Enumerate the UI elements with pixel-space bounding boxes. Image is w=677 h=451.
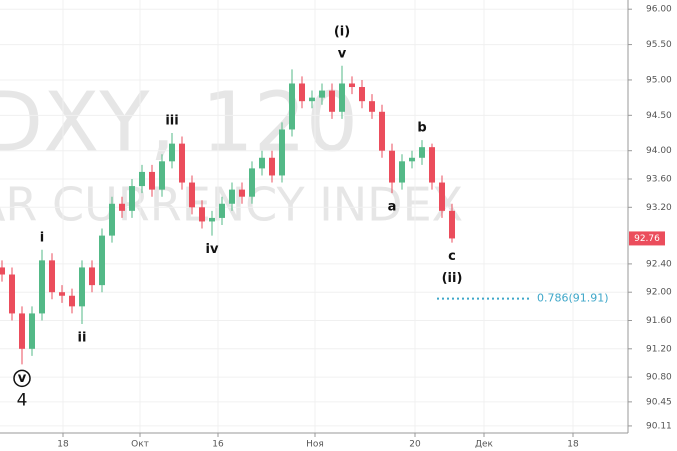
candle-body bbox=[39, 260, 45, 314]
candle-body bbox=[269, 157, 275, 176]
candle-body bbox=[309, 97, 315, 102]
candle-body bbox=[389, 150, 395, 183]
candle-body bbox=[379, 111, 385, 151]
y-tick-label: 95.00 bbox=[646, 75, 672, 85]
y-tick-label: 91.20 bbox=[646, 344, 672, 354]
candle-body bbox=[209, 217, 215, 222]
x-tick-label: 20 bbox=[409, 440, 421, 450]
candle-body bbox=[259, 157, 265, 169]
y-tick-label: 93.20 bbox=[646, 203, 672, 213]
candle-body bbox=[79, 267, 85, 307]
x-tick-label: 18 bbox=[567, 440, 579, 450]
wave-label: (i) bbox=[334, 24, 350, 39]
candle-body bbox=[159, 161, 165, 190]
wave-label: v bbox=[18, 371, 27, 386]
candle-body bbox=[449, 210, 455, 239]
candle-body bbox=[169, 143, 175, 162]
candle-body bbox=[419, 147, 425, 158]
wave-label: v bbox=[338, 46, 347, 61]
candle-body bbox=[89, 267, 95, 286]
y-tick-label: 91.60 bbox=[646, 316, 672, 326]
y-tick-label: 95.50 bbox=[646, 40, 672, 50]
x-tick-label: Ноя bbox=[306, 440, 324, 450]
y-tick-label: 90.11 bbox=[646, 421, 672, 431]
candle-body bbox=[239, 189, 245, 197]
wave-circle bbox=[13, 369, 31, 388]
candle-body bbox=[279, 129, 285, 176]
candle-body bbox=[29, 313, 35, 349]
y-tick-label: 94.00 bbox=[646, 146, 672, 156]
x-tick-label: Окт bbox=[131, 440, 149, 450]
candle-body bbox=[199, 207, 205, 222]
candle-body bbox=[319, 90, 325, 98]
candle-body bbox=[99, 235, 105, 286]
candle-body bbox=[329, 90, 335, 112]
candle-body bbox=[339, 83, 345, 112]
wave-label: a bbox=[388, 200, 397, 215]
wave-label: iv bbox=[206, 242, 219, 257]
candle-body bbox=[139, 171, 145, 187]
candle-body bbox=[299, 83, 305, 102]
candle-body bbox=[219, 203, 225, 218]
fib-label: 0.786(91.91) bbox=[537, 292, 609, 305]
x-tick-label: 16 bbox=[212, 440, 224, 450]
candle-body bbox=[59, 292, 65, 296]
wave-label: i bbox=[40, 230, 44, 245]
candle-body bbox=[369, 101, 375, 112]
y-tick-label: 92.40 bbox=[646, 259, 672, 269]
wave-label: (ii) bbox=[442, 271, 463, 286]
candle-body bbox=[359, 87, 365, 102]
y-tick-label: 93.60 bbox=[646, 175, 672, 185]
candle-body bbox=[249, 168, 255, 197]
y-tick-label: 94.50 bbox=[646, 111, 672, 121]
candle-body bbox=[429, 147, 435, 183]
wave-label: 4 bbox=[17, 390, 28, 410]
candle-body bbox=[129, 186, 135, 211]
candle-body bbox=[179, 143, 185, 183]
candle-body bbox=[399, 161, 405, 183]
y-tick-label: 96.00 bbox=[646, 5, 672, 15]
candle-body bbox=[409, 157, 415, 162]
wave-label: b bbox=[417, 121, 426, 136]
candle-body bbox=[0, 267, 5, 275]
candle-body bbox=[289, 83, 295, 130]
candle-body bbox=[149, 171, 155, 190]
candle-body bbox=[109, 203, 115, 236]
x-tick-label: 18 bbox=[57, 440, 69, 450]
wave-label: ii bbox=[78, 331, 87, 346]
last-price-label: 92.76 bbox=[634, 234, 660, 244]
candle-body bbox=[19, 313, 25, 349]
wave-label: iii bbox=[165, 114, 178, 129]
y-tick-label: 90.45 bbox=[646, 397, 672, 407]
y-tick-label: 90.80 bbox=[646, 373, 672, 383]
last-price-box bbox=[629, 231, 665, 246]
candle-body bbox=[189, 182, 195, 208]
wave-label: c bbox=[448, 249, 456, 264]
candle-body bbox=[9, 274, 15, 314]
y-tick-label: 92.00 bbox=[646, 288, 672, 298]
candle-body bbox=[229, 189, 235, 204]
candle-body bbox=[439, 182, 445, 211]
candle-body bbox=[49, 260, 55, 293]
candle-body bbox=[69, 295, 75, 307]
x-tick-label: Дек bbox=[475, 440, 494, 450]
candle-body bbox=[119, 203, 125, 211]
candle-body bbox=[349, 83, 355, 88]
